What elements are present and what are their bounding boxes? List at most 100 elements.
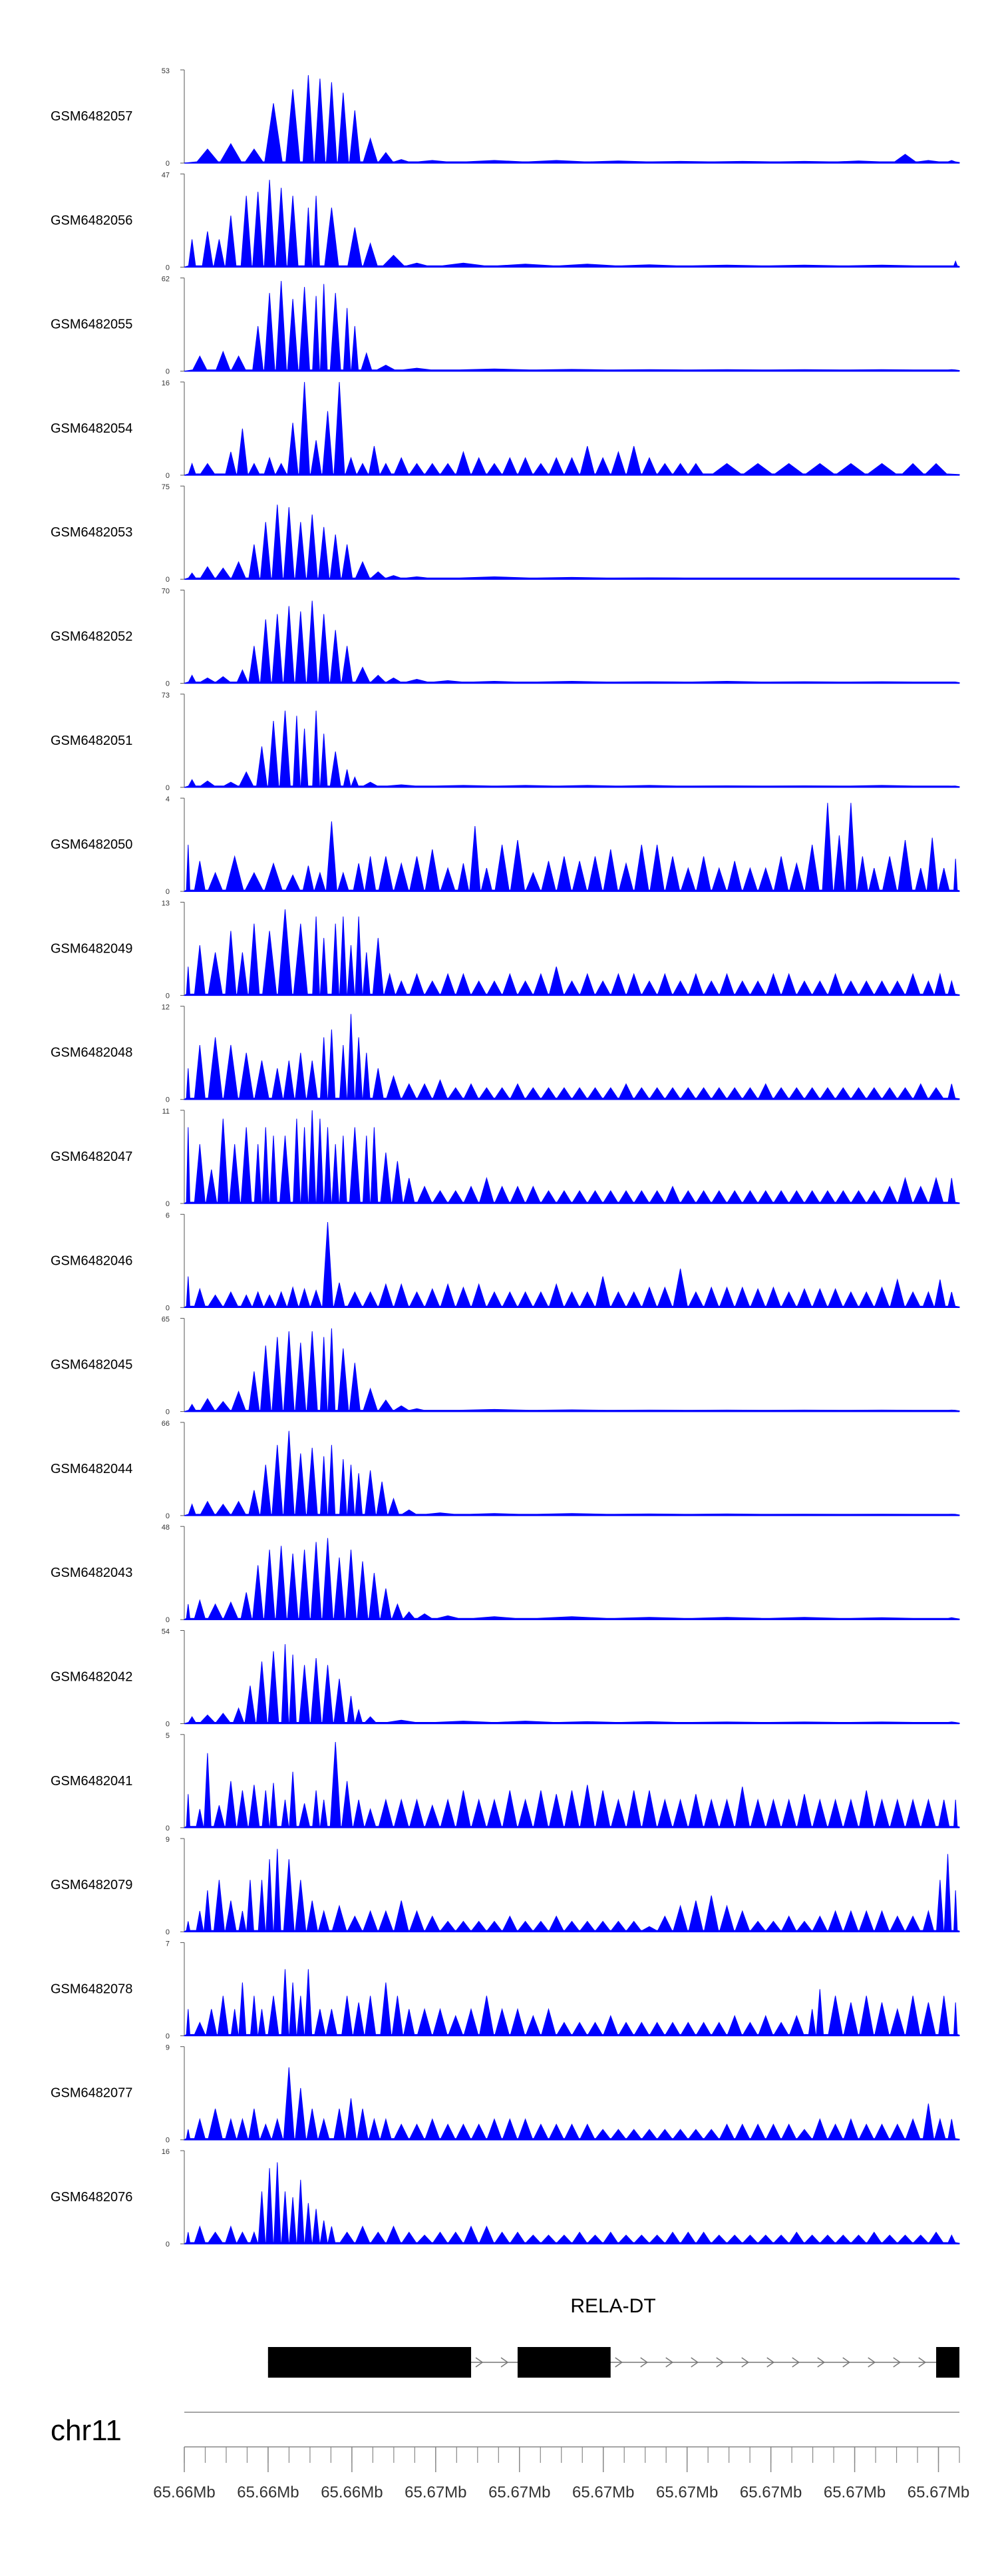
y-max-label: 9 (166, 2044, 170, 2052)
track: GSM6482055 62 0 (51, 276, 960, 376)
y-max-label: 73 (162, 692, 170, 700)
track: GSM6482076 16 0 (51, 2148, 960, 2249)
track: GSM6482078 7 0 (51, 1940, 960, 2040)
coverage-area (184, 1644, 960, 1724)
y-min-label: 0 (166, 472, 170, 480)
x-tick-label: 65.67Mb (572, 2483, 634, 2501)
x-tick-label: 65.67Mb (656, 2483, 718, 2501)
track-label: GSM6482049 (51, 941, 132, 956)
y-min-label: 0 (166, 1825, 170, 1832)
track-label: GSM6482053 (51, 525, 132, 540)
y-min-label: 0 (166, 1408, 170, 1416)
exon (936, 2347, 959, 2378)
genome-axis: chr11 65.66Mb 65.66Mb 65.66Mb 65.67Mb 65.67Mb… (51, 2412, 969, 2501)
y-max-label: 7 (166, 1940, 170, 1948)
track-label: GSM6482056 (51, 213, 132, 228)
track-label: GSM6482050 (51, 837, 132, 852)
y-min-label: 0 (166, 1304, 170, 1312)
coverage-area (183, 1110, 960, 1204)
strand-arrow (615, 2357, 623, 2368)
coverage-area (183, 2067, 960, 2141)
track-label: GSM6482041 (51, 1774, 132, 1789)
track: GSM6482044 66 0 (51, 1420, 960, 1520)
track: GSM6482079 9 0 (51, 1836, 960, 1936)
track: GSM6482056 47 0 (51, 171, 960, 272)
coverage-area (184, 75, 960, 164)
track: GSM6482051 73 0 (51, 692, 960, 792)
track-label: GSM6482051 (51, 734, 132, 748)
coverage-area (183, 803, 960, 892)
y-min-label: 0 (166, 888, 170, 896)
strand-arrow (500, 2357, 509, 2368)
x-tick-label: 65.67Mb (740, 2483, 802, 2501)
y-min-label: 0 (166, 1721, 170, 1729)
coverage-area (184, 600, 960, 684)
y-max-label: 47 (162, 171, 170, 179)
y-min-label: 0 (166, 1928, 170, 1936)
track-label: GSM6482046 (51, 1253, 132, 1268)
track: GSM6482077 9 0 (51, 2044, 960, 2145)
strand-arrow (716, 2357, 725, 2368)
gene-name: RELA-DT (570, 2295, 655, 2317)
track-label: GSM6482055 (51, 318, 132, 332)
strand-arrow (893, 2357, 902, 2368)
coverage-area (184, 180, 960, 268)
x-tick-label: 65.67Mb (405, 2483, 466, 2501)
strand-arrow (691, 2357, 699, 2368)
y-min-label: 0 (166, 576, 170, 584)
y-max-label: 70 (162, 588, 170, 596)
y-min-label: 0 (166, 1616, 170, 1624)
track-label: GSM6482076 (51, 2190, 132, 2205)
coverage-area (183, 1969, 960, 2036)
y-min-label: 0 (166, 2032, 170, 2040)
coverage-area (184, 1328, 960, 1412)
y-max-label: 16 (162, 379, 170, 387)
y-max-label: 66 (162, 1420, 170, 1428)
strand-arrow (792, 2357, 800, 2368)
coverage-area (184, 710, 960, 788)
track: GSM6482041 5 0 (51, 1732, 960, 1832)
y-max-label: 6 (166, 1211, 170, 1219)
exon (517, 2347, 611, 2378)
track-label: GSM6482044 (51, 1462, 132, 1476)
y-min-label: 0 (166, 160, 170, 168)
y-min-label: 0 (166, 1200, 170, 1208)
y-min-label: 0 (166, 368, 170, 376)
y-max-label: 5 (166, 1732, 170, 1740)
gene-track: RELA-DT (267, 2295, 959, 2378)
y-max-label: 16 (162, 2148, 170, 2156)
track: GSM6482052 70 0 (51, 588, 960, 688)
track: GSM6482053 75 0 (51, 483, 960, 584)
x-tick-label: 65.67Mb (824, 2483, 886, 2501)
strand-arrow (817, 2357, 826, 2368)
track-label: GSM6482057 (51, 109, 132, 124)
y-max-label: 12 (162, 1004, 170, 1012)
x-tick-label: 65.67Mb (908, 2483, 969, 2501)
track-label: GSM6482043 (51, 1566, 132, 1580)
track: GSM6482057 53 0 (51, 67, 960, 168)
strand-arrow (640, 2357, 649, 2368)
coverage-area (184, 505, 960, 580)
coverage-area (183, 1538, 960, 1620)
track: GSM6482054 16 0 (51, 379, 960, 480)
y-max-label: 75 (162, 483, 170, 491)
track: GSM6482049 13 0 (51, 899, 960, 1000)
x-tick-label: 65.67Mb (488, 2483, 550, 2501)
coverage-area (183, 1848, 960, 1932)
chromosome-label: chr11 (51, 2414, 122, 2447)
y-max-label: 54 (162, 1628, 170, 1636)
track-label: GSM6482052 (51, 630, 132, 644)
y-min-label: 0 (166, 680, 170, 688)
x-tick-label: 65.66Mb (321, 2483, 383, 2501)
y-min-label: 0 (166, 2137, 170, 2145)
y-min-label: 0 (166, 2241, 170, 2249)
coverage-area (183, 909, 960, 996)
exon (267, 2347, 472, 2378)
strand-arrow (766, 2357, 775, 2368)
y-max-label: 11 (162, 1108, 170, 1116)
coverage-area (184, 281, 960, 372)
track-label: GSM6482047 (51, 1150, 132, 1164)
track-label: GSM6482078 (51, 1982, 132, 1996)
y-min-label: 0 (166, 1096, 170, 1104)
